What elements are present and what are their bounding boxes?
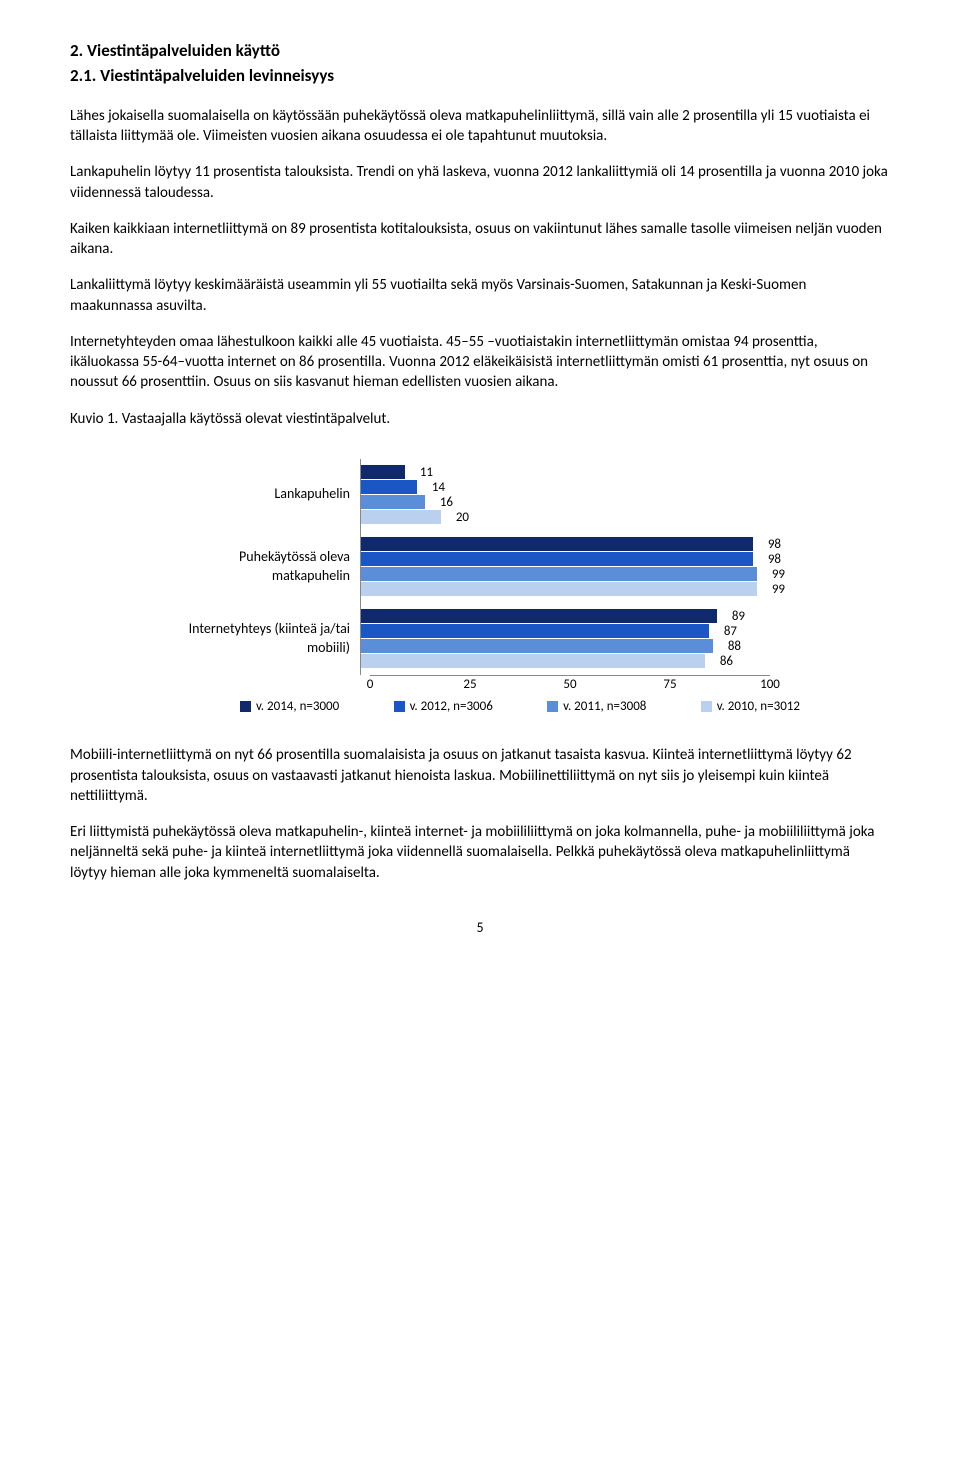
legend-swatch: [701, 701, 712, 712]
chart-legend: v. 2014, n=3000 v. 2012, n=3006 v. 2011, n…: [240, 698, 800, 716]
chart-legend-item: v. 2014, n=3000: [240, 698, 339, 716]
chart-bar: 11: [361, 465, 405, 479]
paragraph-7: Eri liittymistä puhekäytössä oleva matka…: [70, 822, 890, 883]
chart-bar-group: 11141620: [360, 459, 780, 531]
paragraph-4: Lankaliittymä löytyy keskimääräistä usea…: [70, 275, 890, 316]
legend-swatch: [547, 701, 558, 712]
chart-legend-item: v. 2010, n=3012: [701, 698, 800, 716]
section-heading: 2. Viestintäpalveluiden käyttö: [70, 40, 890, 63]
chart-bar: 16: [361, 495, 425, 509]
page-number: 5: [70, 919, 890, 938]
chart-kuvio-1: Lankapuhelin11141620Puhekäytössä oleva m…: [180, 459, 780, 716]
subsection-heading: 2.1. Viestintäpalveluiden levinneisyys: [70, 65, 890, 88]
chart-bar: 98: [361, 537, 753, 551]
chart-category-row: Lankapuhelin11141620: [180, 459, 780, 531]
chart-bar: 20: [361, 510, 441, 524]
legend-label: v. 2010, n=3012: [717, 698, 800, 716]
chart-category-row: Internetyhteys (kiinteä ja/tai mobiili)8…: [180, 603, 780, 675]
chart-category-label: Internetyhteys (kiinteä ja/tai mobiili): [180, 620, 360, 658]
chart-x-tick: 100: [760, 676, 780, 694]
chart-bar: 99: [361, 582, 757, 596]
chart-bar-value: 20: [456, 509, 469, 527]
paragraph-6: Mobiili-internetliittymä on nyt 66 prose…: [70, 745, 890, 806]
chart-legend-item: v. 2011, n=3008: [547, 698, 646, 716]
chart-bar: 99: [361, 567, 757, 581]
chart-x-tick: 50: [563, 676, 576, 694]
chart-category-label: Lankapuhelin: [180, 485, 360, 504]
paragraph-5: Internetyhteyden omaa lähestulkoon kaikk…: [70, 332, 890, 393]
chart-bar: 86: [361, 654, 705, 668]
chart-category-row: Puhekäytössä oleva matkapuhelin98989999: [180, 531, 780, 603]
chart-x-tick: 25: [463, 676, 476, 694]
chart-x-tick: 75: [663, 676, 676, 694]
chart-x-axis: 0255075100: [370, 676, 770, 694]
chart-bar: 14: [361, 480, 417, 494]
legend-swatch: [394, 701, 405, 712]
paragraph-3: Kaiken kaikkiaan internetliittymä on 89 …: [70, 219, 890, 260]
chart-legend-item: v. 2012, n=3006: [394, 698, 493, 716]
chart-bar-value: 16: [440, 494, 453, 512]
chart-bar: 88: [361, 639, 713, 653]
paragraph-1: Lähes jokaisella suomalaisella on käytös…: [70, 106, 890, 147]
chart-bar-value: 86: [720, 653, 733, 671]
chart-caption: Kuvio 1. Vastaajalla käytössä olevat vie…: [70, 409, 890, 429]
legend-label: v. 2014, n=3000: [256, 698, 339, 716]
chart-bar: 98: [361, 552, 753, 566]
chart-bar-group: 98989999: [360, 531, 780, 603]
chart-bar: 89: [361, 609, 717, 623]
legend-swatch: [240, 701, 251, 712]
chart-bar-group: 89878886: [360, 603, 780, 675]
legend-label: v. 2012, n=3006: [410, 698, 493, 716]
chart-bar-value: 99: [772, 581, 785, 599]
legend-label: v. 2011, n=3008: [563, 698, 646, 716]
chart-bar: 87: [361, 624, 709, 638]
chart-x-tick: 0: [367, 676, 374, 694]
paragraph-2: Lankapuhelin löytyy 11 prosentista talou…: [70, 162, 890, 203]
chart-category-label: Puhekäytössä oleva matkapuhelin: [180, 548, 360, 586]
chart-body: Lankapuhelin11141620Puhekäytössä oleva m…: [180, 459, 780, 676]
